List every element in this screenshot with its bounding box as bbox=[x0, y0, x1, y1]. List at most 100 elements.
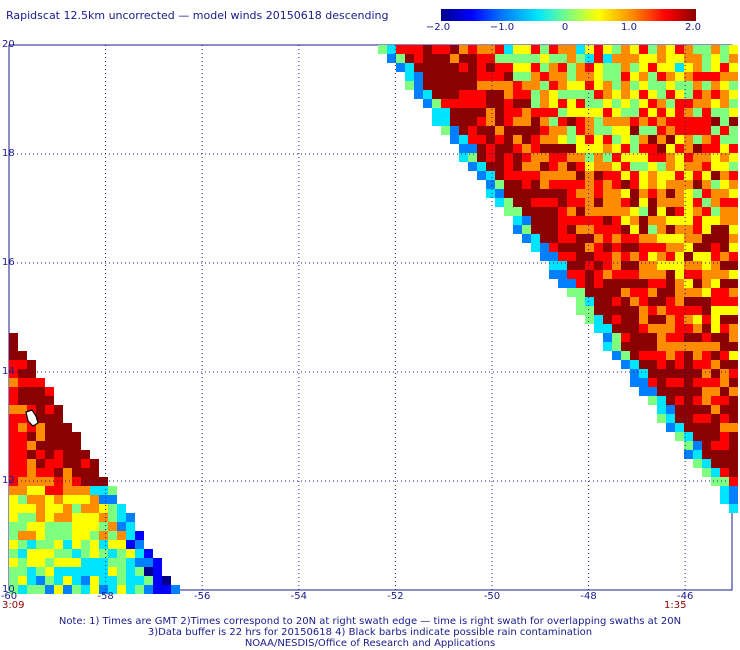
swath-cell bbox=[648, 198, 657, 207]
swath-cell bbox=[630, 162, 639, 171]
swath-cell bbox=[549, 243, 558, 252]
swath-cell bbox=[675, 324, 684, 333]
swath-cell bbox=[720, 360, 729, 369]
swath-cell bbox=[603, 252, 612, 261]
swath-cell bbox=[666, 162, 675, 171]
swath-cell bbox=[585, 90, 594, 99]
swath-cell bbox=[18, 459, 27, 468]
swath-cell bbox=[639, 126, 648, 135]
swath-cell bbox=[612, 279, 621, 288]
swath-cell bbox=[504, 72, 513, 81]
swath-cell bbox=[54, 576, 63, 585]
swath-cell bbox=[495, 54, 504, 63]
swath-cell bbox=[657, 63, 666, 72]
swath-cell bbox=[675, 99, 684, 108]
swath-cell bbox=[567, 243, 576, 252]
swath-cell bbox=[27, 369, 36, 378]
swath-cell bbox=[684, 342, 693, 351]
swath-cell bbox=[693, 414, 702, 423]
swath-cell bbox=[639, 369, 648, 378]
swath-cell bbox=[666, 333, 675, 342]
swath-cell bbox=[666, 45, 675, 54]
swath-cell bbox=[693, 378, 702, 387]
swath-cell bbox=[639, 216, 648, 225]
swath-cell bbox=[459, 81, 468, 90]
swath-cell bbox=[720, 414, 729, 423]
swath-cell bbox=[648, 180, 657, 189]
swath-cell bbox=[657, 369, 666, 378]
swath-cell bbox=[702, 324, 711, 333]
swath-cell bbox=[594, 315, 603, 324]
swath-cell bbox=[684, 387, 693, 396]
swath-cell bbox=[612, 162, 621, 171]
swath-cell bbox=[36, 459, 45, 468]
swath-cell bbox=[522, 45, 531, 54]
swath-cell bbox=[477, 63, 486, 72]
swath-cell bbox=[135, 585, 144, 594]
swath-cell bbox=[36, 423, 45, 432]
swath-cell bbox=[90, 576, 99, 585]
swath-cell bbox=[711, 45, 720, 54]
swath-cell bbox=[540, 225, 549, 234]
swath-cell bbox=[567, 270, 576, 279]
swath-cell bbox=[702, 63, 711, 72]
swath-cell bbox=[558, 153, 567, 162]
swath-cell bbox=[666, 189, 675, 198]
swath-cell bbox=[513, 45, 522, 54]
swath-cell bbox=[720, 387, 729, 396]
swath-cell bbox=[405, 81, 414, 90]
swath-cell bbox=[729, 216, 738, 225]
swath-cell bbox=[576, 72, 585, 81]
swath-cell bbox=[720, 207, 729, 216]
swath-cell bbox=[621, 180, 630, 189]
swath-cell bbox=[684, 117, 693, 126]
footer-note-1: Note: 1) Times are GMT 2)Times correspon… bbox=[58, 616, 682, 627]
swath-cell bbox=[666, 387, 675, 396]
swath-cell bbox=[639, 297, 648, 306]
swath-cell bbox=[45, 423, 54, 432]
swath-cell bbox=[477, 72, 486, 81]
latitude-label: 14 bbox=[2, 366, 15, 377]
swath-cell bbox=[684, 216, 693, 225]
swath-cell bbox=[720, 333, 729, 342]
swath-cell bbox=[630, 252, 639, 261]
swath-cell bbox=[27, 576, 36, 585]
barbados-island bbox=[25, 409, 39, 427]
swath-cell bbox=[648, 72, 657, 81]
swath-cell bbox=[558, 180, 567, 189]
swath-cell bbox=[702, 432, 711, 441]
swath-cell bbox=[675, 225, 684, 234]
swath-cell bbox=[684, 90, 693, 99]
swath-cell bbox=[45, 585, 54, 594]
swath-cell bbox=[18, 477, 27, 486]
swath-cell bbox=[729, 90, 738, 99]
swath-cell bbox=[117, 522, 126, 531]
swath-cell bbox=[9, 522, 18, 531]
swath-cell bbox=[648, 378, 657, 387]
swath-cell bbox=[648, 63, 657, 72]
swath-cell bbox=[9, 396, 18, 405]
swath-cell bbox=[459, 126, 468, 135]
swath-cell bbox=[540, 45, 549, 54]
swath-cell bbox=[531, 117, 540, 126]
swath-cell bbox=[594, 243, 603, 252]
swath-cell bbox=[693, 270, 702, 279]
swath-cell bbox=[639, 342, 648, 351]
swath-cell bbox=[657, 360, 666, 369]
swath-cell bbox=[594, 216, 603, 225]
swath-cell bbox=[396, 63, 405, 72]
swath-cell bbox=[405, 45, 414, 54]
swath-cell bbox=[630, 333, 639, 342]
swath-cell bbox=[720, 126, 729, 135]
swath-cell bbox=[18, 585, 27, 594]
swath-cell bbox=[99, 567, 108, 576]
swath-cell bbox=[657, 324, 666, 333]
swath-cell bbox=[639, 72, 648, 81]
swath-cell bbox=[702, 360, 711, 369]
swath-cell bbox=[450, 135, 459, 144]
swath-cell bbox=[630, 288, 639, 297]
swath-cell bbox=[720, 261, 729, 270]
swath-cell bbox=[531, 72, 540, 81]
swath-cell bbox=[531, 54, 540, 63]
swath-cell bbox=[72, 576, 81, 585]
